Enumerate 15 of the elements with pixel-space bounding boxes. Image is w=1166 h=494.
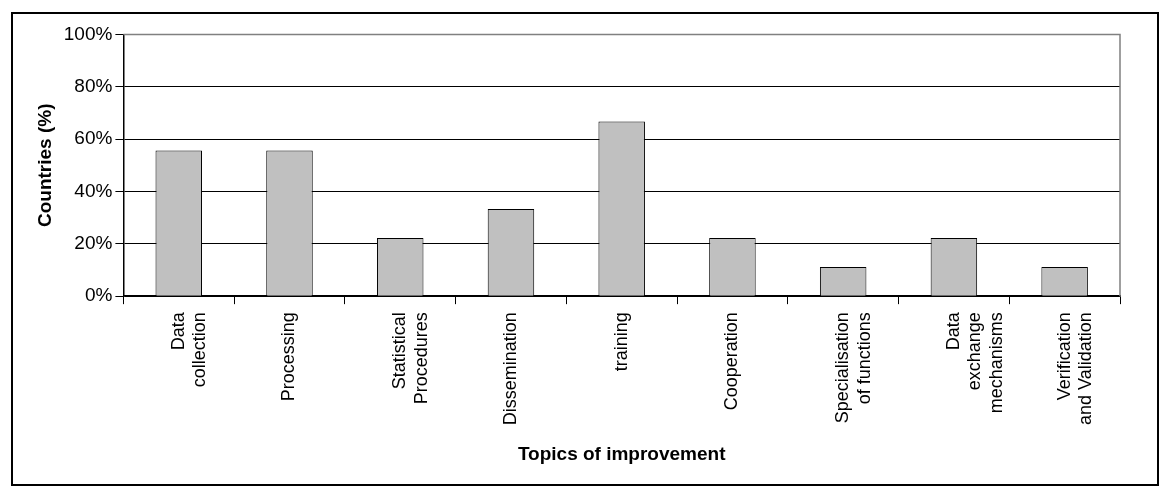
x-tick-label: Statistical Procedures	[389, 312, 431, 405]
x-tick-label: Specialisation of functions	[832, 312, 874, 424]
x-tick-label: Dissemination	[499, 312, 520, 426]
x-tick-label: Processing	[278, 312, 299, 402]
x-tick-label: Data collection	[167, 311, 210, 388]
x-axis-title: Topics of improvement	[517, 442, 727, 464]
y-tick-label: 60%	[74, 127, 113, 149]
y-tick-label: 40%	[74, 179, 113, 201]
y-axis-title: Countries (%)	[33, 103, 55, 228]
y-tick-label: 100%	[63, 22, 113, 44]
y-tick-label: 80%	[74, 74, 113, 96]
y-tick-label: 0%	[84, 284, 113, 306]
y-tick-label: 20%	[74, 232, 113, 254]
x-tick-label: training	[610, 312, 631, 372]
x-tick-label: Cooperation	[721, 312, 742, 411]
